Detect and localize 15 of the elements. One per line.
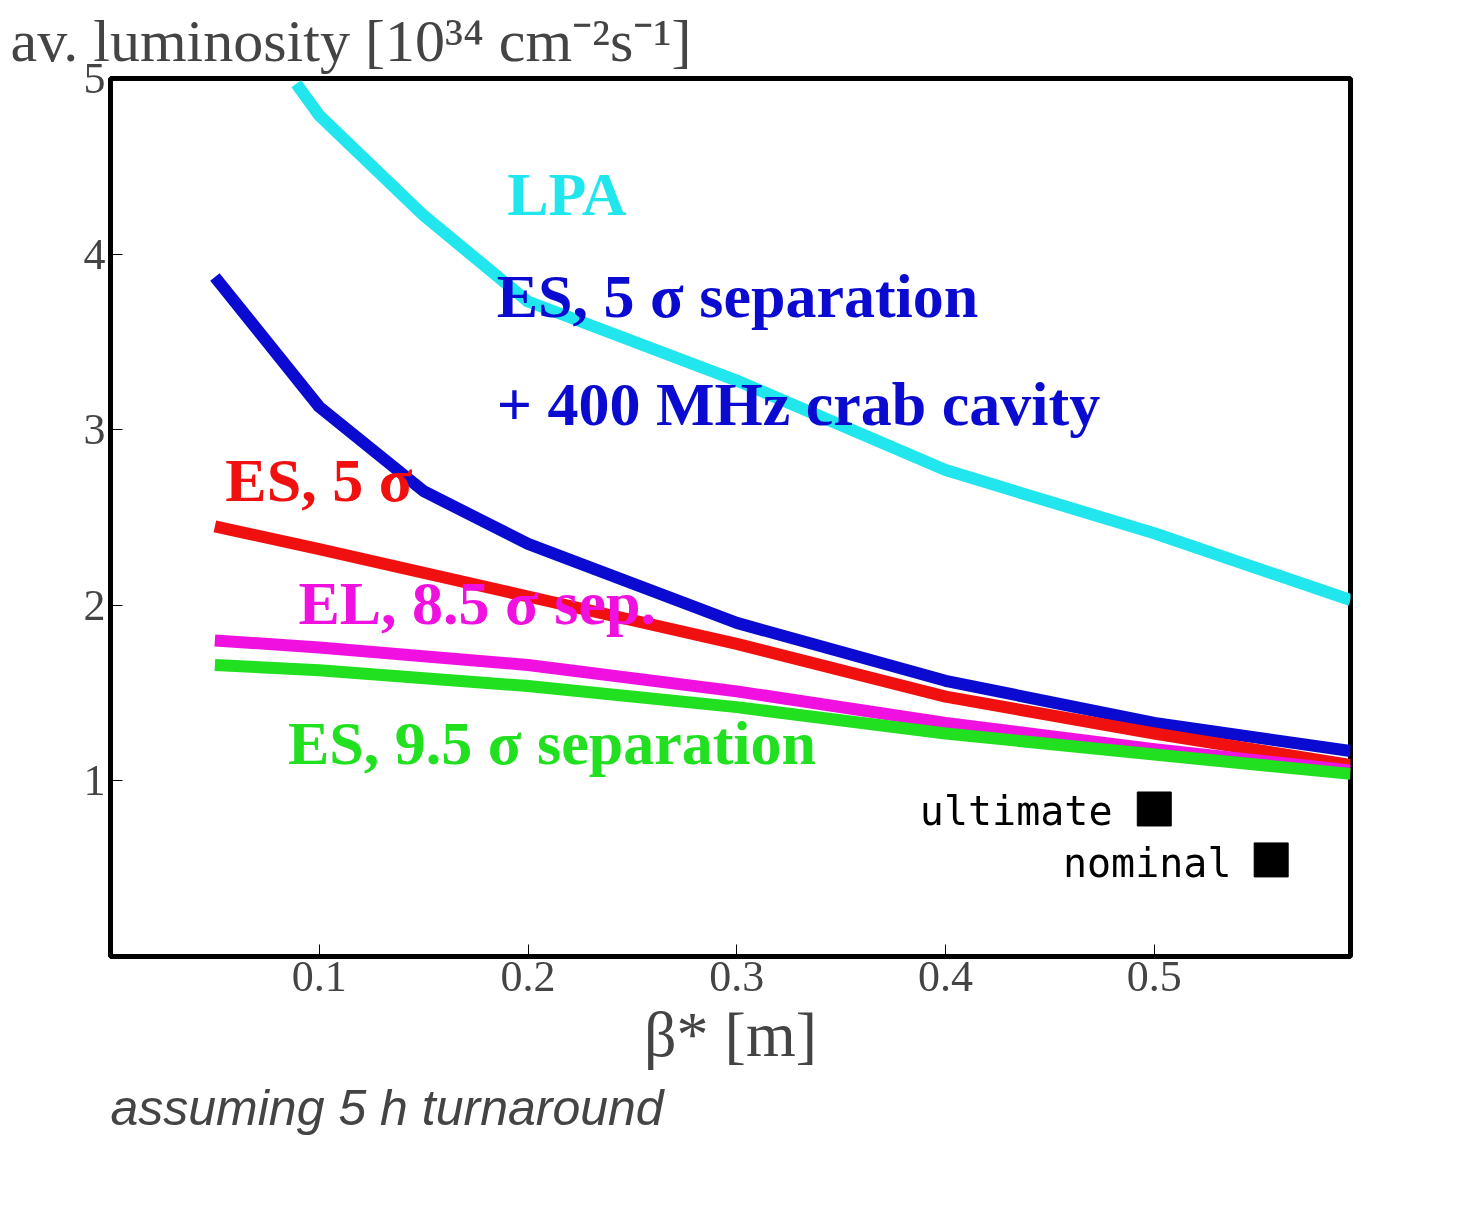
series-label: nominal	[1062, 840, 1232, 887]
series-label: ES, 9.5 σ separation	[287, 709, 816, 778]
text: assuming 5 h turnaround	[110, 1079, 666, 1136]
x-tick-label: 0.4	[918, 951, 974, 1001]
x-axis-title: β* [m]	[644, 998, 817, 1070]
x-tick-label: 0.3	[709, 951, 765, 1001]
y-tick-label: 1	[83, 756, 106, 806]
y-tick-label: 3	[83, 405, 106, 455]
x-tick-label: 0.2	[500, 951, 556, 1001]
y-tick-label: 4	[83, 229, 106, 279]
x-tick-label: 0.1	[291, 951, 347, 1001]
series-label: ultimate	[919, 787, 1113, 834]
series-label: LPA	[507, 159, 627, 228]
y-tick-label: 2	[83, 580, 106, 630]
x-tick-label: 0.5	[1126, 951, 1182, 1001]
